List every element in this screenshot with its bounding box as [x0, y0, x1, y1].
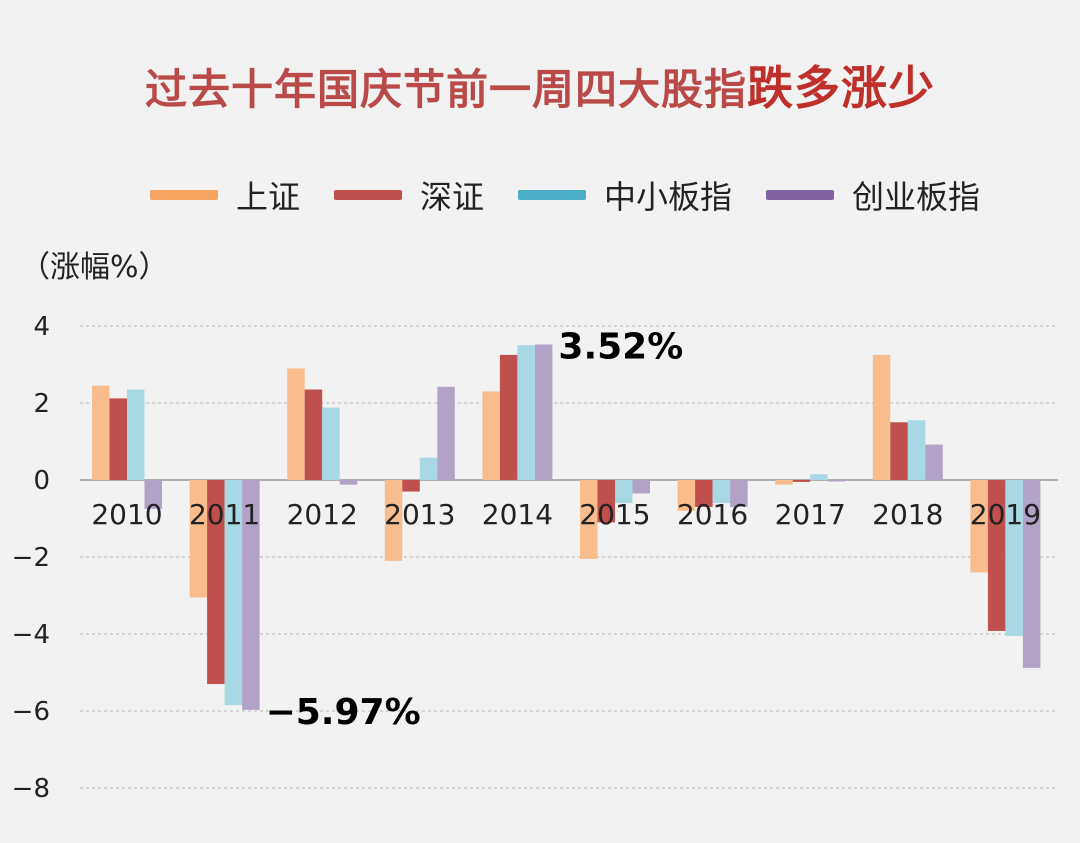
bar-2015-3	[632, 480, 650, 494]
bar-2016-0	[677, 480, 696, 511]
y-tick-label: −2	[12, 543, 50, 573]
chart-title-emphasis: 跌多涨少	[747, 61, 935, 115]
bar-2010-1	[109, 398, 127, 480]
bar-2016-1	[695, 480, 713, 507]
bar-2011-1	[207, 480, 225, 685]
x-category-label: 2018	[872, 498, 943, 531]
bar-2012-2	[322, 407, 340, 480]
x-category-label: 2011	[189, 498, 260, 531]
bar-2016-3	[730, 480, 748, 507]
x-category-label: 2019	[970, 498, 1041, 531]
bar-2018-0	[872, 354, 891, 480]
legend-label-shangzheng: 上证	[236, 178, 301, 216]
data-annotations: 3.52% −5.97%	[266, 326, 684, 732]
legend-item-shenzheng: 深证	[334, 172, 484, 218]
x-category-label: 2013	[384, 498, 455, 531]
bar-2013-2	[419, 457, 438, 480]
bar-2012-1	[304, 389, 323, 480]
bar-2014-1	[499, 354, 518, 480]
bar-2010-2	[127, 389, 145, 480]
y-tick-label: −4	[12, 620, 50, 650]
bar-2019-2	[1005, 480, 1023, 636]
y-tick-labels: 4 2 0 −2 −4 −6 −8	[12, 312, 50, 804]
bar-2017-0	[775, 480, 793, 485]
bar-2015-2	[615, 480, 633, 504]
legend-item-zhongxiaoban: 中小板指	[518, 172, 732, 218]
chart-title: 过去十年国庆节前一周四大股指跌多涨少	[0, 52, 1080, 118]
bar-2013-1	[402, 480, 420, 492]
bar-2013-0	[384, 480, 403, 561]
bar-2014-3	[534, 344, 553, 480]
bars	[92, 344, 1041, 710]
bar-2019-0	[970, 480, 988, 573]
x-category-label: 2016	[677, 498, 748, 531]
x-category-label: 2015	[579, 498, 650, 531]
legend-label-zhongxiaoban: 中小板指	[604, 178, 733, 216]
bar-2019-3	[1022, 480, 1041, 668]
legend-swatch-shenzheng	[334, 190, 403, 200]
x-category-label: 2017	[775, 498, 846, 531]
x-category-label: 2014	[482, 498, 553, 531]
legend-swatch-zhongxiaoban	[518, 190, 587, 200]
y-tick-label: −6	[12, 697, 50, 727]
y-tick-label: 2	[33, 389, 50, 419]
bar-2018-1	[890, 422, 908, 480]
x-category-label: 2012	[287, 498, 358, 531]
bar-2011-2	[224, 480, 243, 706]
y-tick-label: 0	[33, 466, 50, 496]
bar-2015-0	[580, 480, 598, 559]
bar-2012-0	[287, 368, 305, 480]
bar-2010-3	[144, 480, 162, 509]
bar-2017-1	[792, 480, 811, 482]
bar-2013-3	[437, 386, 455, 480]
y-tick-label: 4	[33, 312, 50, 342]
legend-item-shangzheng: 上证	[150, 172, 300, 218]
bar-2016-2	[712, 480, 731, 504]
chart-legend: 上证 深证 中小板指 创业板指	[150, 172, 1014, 218]
chart-title-main: 过去十年国庆节前一周四大股指	[144, 65, 747, 114]
bar-2014-2	[517, 345, 535, 480]
bar-2017-2	[810, 474, 828, 480]
annotation-label: −5.97%	[266, 692, 421, 733]
legend-item-chuangyeban: 创业板指	[766, 172, 980, 218]
annotation-label: 3.52%	[558, 326, 683, 367]
bar-2018-2	[907, 420, 926, 480]
x-category-labels: 2010 2011 2012 2013 2014 2015 2016 2017 2018 2019	[91, 498, 1041, 531]
bar-2011-3	[242, 480, 260, 710]
y-tick-label: −8	[12, 774, 50, 804]
legend-label-chuangyeban: 创业板指	[852, 178, 981, 216]
y-axis-unit-label: （涨幅%）	[20, 250, 169, 285]
bar-2010-0	[92, 385, 110, 480]
bar-2019-1	[987, 480, 1006, 631]
legend-swatch-chuangyeban	[766, 190, 835, 200]
legend-label-shenzheng: 深证	[420, 178, 485, 216]
bar-2018-3	[925, 444, 943, 480]
x-category-label: 2010	[91, 498, 162, 531]
bar-2012-3	[339, 480, 358, 485]
bar-2017-3	[827, 480, 846, 482]
bar-2015-1	[597, 480, 615, 523]
bar-2014-0	[482, 391, 500, 480]
bar-2011-0	[189, 480, 208, 598]
legend-swatch-shangzheng	[150, 190, 218, 200]
